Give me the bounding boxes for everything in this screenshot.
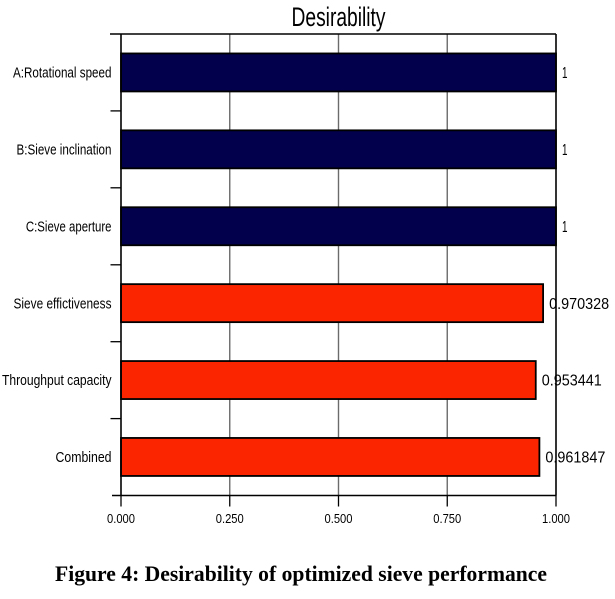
svg-text:B:Sieve inclination: B:Sieve inclination bbox=[17, 143, 112, 159]
svg-text:0.000: 0.000 bbox=[107, 511, 135, 526]
svg-text:1: 1 bbox=[562, 142, 568, 159]
svg-text:0.953441: 0.953441 bbox=[542, 373, 602, 390]
svg-text:0.750: 0.750 bbox=[433, 511, 461, 526]
svg-text:Throughput capacity: Throughput capacity bbox=[2, 373, 112, 389]
svg-text:A:Rotational speed: A:Rotational speed bbox=[13, 66, 112, 82]
svg-text:1: 1 bbox=[562, 65, 568, 82]
svg-text:C:Sieve aperture: C:Sieve aperture bbox=[26, 219, 112, 235]
svg-text:Desirability: Desirability bbox=[292, 2, 386, 32]
svg-text:0.961847: 0.961847 bbox=[545, 450, 605, 467]
svg-text:Combined: Combined bbox=[56, 450, 112, 466]
svg-text:1.000: 1.000 bbox=[542, 511, 570, 526]
svg-text:1: 1 bbox=[562, 219, 568, 236]
svg-text:0.250: 0.250 bbox=[216, 511, 244, 526]
svg-text:Figure 4: Desirability of opti: Figure 4: Desirability of optimized siev… bbox=[55, 561, 547, 586]
svg-text:0.970328: 0.970328 bbox=[549, 296, 609, 313]
svg-text:0.500: 0.500 bbox=[325, 511, 353, 526]
svg-text:Sieve effictiveness: Sieve effictiveness bbox=[14, 296, 112, 312]
